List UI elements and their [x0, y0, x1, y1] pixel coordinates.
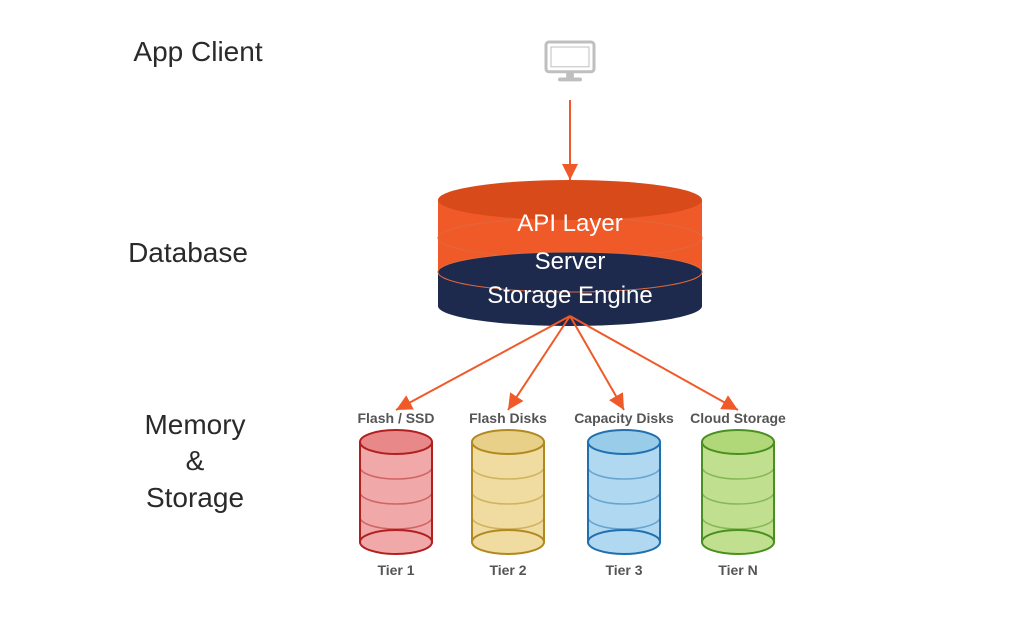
tier-top-label-1: Flash Disks — [448, 410, 568, 426]
diagram-canvas — [0, 0, 1024, 619]
arrow-db-to-tier-1 — [508, 316, 570, 410]
computer-icon — [546, 42, 594, 81]
arrow-db-to-tier-3 — [570, 316, 738, 410]
tier-bottom-label-1: Tier 2 — [448, 562, 568, 578]
storage-cylinder-1 — [472, 430, 544, 554]
arrow-db-to-tier-0 — [396, 316, 570, 410]
tier-bottom-label-2: Tier 3 — [564, 562, 684, 578]
storage-cylinder-2 — [588, 430, 660, 554]
storage-cylinder-0 — [360, 430, 432, 554]
tier-top-label-0: Flash / SSD — [336, 410, 456, 426]
tier-bottom-label-3: Tier N — [678, 562, 798, 578]
database-cylinder — [438, 180, 702, 326]
tier-top-label-3: Cloud Storage — [678, 410, 798, 426]
storage-cylinder-3 — [702, 430, 774, 554]
tier-top-label-2: Capacity Disks — [564, 410, 684, 426]
tier-bottom-label-0: Tier 1 — [336, 562, 456, 578]
